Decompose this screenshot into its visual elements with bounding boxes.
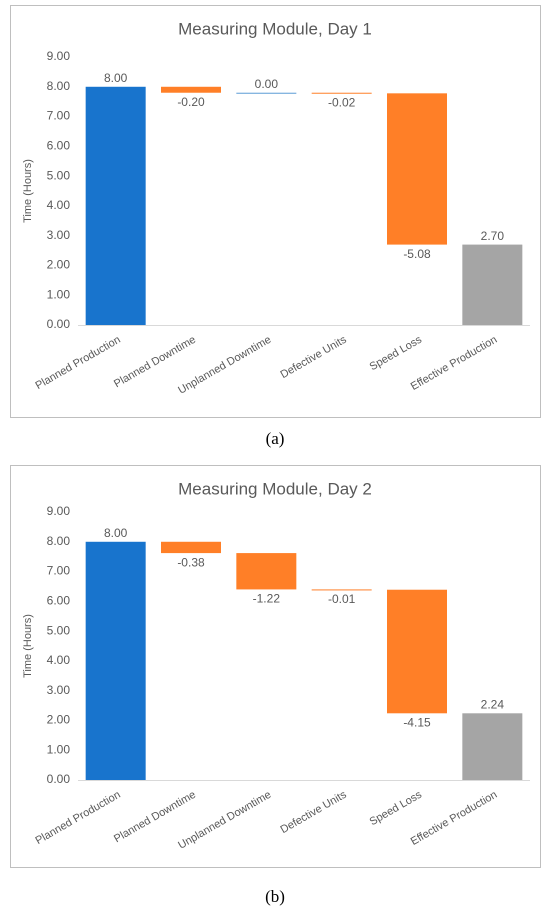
data-label: -0.38	[177, 555, 205, 569]
panel-border	[10, 5, 541, 418]
data-label: -1.22	[253, 592, 281, 606]
y-tick-label: 1.00	[47, 742, 71, 756]
caption: (b)	[265, 887, 285, 906]
data-label: 8.00	[104, 526, 128, 540]
y-tick-label: 4.00	[47, 653, 71, 667]
bar	[161, 86, 221, 93]
bar	[85, 541, 146, 780]
data-label: 8.00	[104, 71, 128, 85]
data-label: 0.00	[255, 77, 279, 91]
y-tick-label: 8.00	[47, 534, 71, 548]
y-tick-label: 5.00	[47, 168, 71, 182]
bar	[85, 86, 146, 326]
data-label: -0.02	[328, 96, 356, 110]
x-tick-label: Defective Units	[279, 333, 349, 381]
y-tick-label: 2.00	[47, 713, 71, 727]
y-axis-label: Time (Hours)	[22, 159, 34, 223]
data-label: -0.20	[177, 95, 205, 109]
y-tick-label: 7.00	[47, 109, 71, 123]
x-tick-label: Planned Production	[33, 789, 122, 847]
y-tick-label: 9.00	[47, 504, 71, 518]
bar	[161, 541, 221, 554]
caption: (a)	[266, 429, 285, 448]
y-tick-label: 1.00	[47, 287, 71, 301]
y-tick-label: 5.00	[47, 623, 71, 637]
data-label: -5.08	[403, 247, 431, 261]
bar	[236, 553, 297, 590]
data-label: 2.70	[481, 229, 505, 243]
bar	[311, 92, 372, 94]
chart-title: Measuring Module, Day 1	[178, 19, 372, 38]
chart-title: Measuring Module, Day 2	[178, 479, 372, 498]
data-label: 2.24	[481, 697, 505, 711]
bar	[311, 589, 372, 591]
y-tick-label: 2.00	[47, 258, 71, 272]
bar	[462, 244, 523, 325]
y-tick-label: 0.00	[47, 772, 71, 786]
panel-border	[10, 465, 541, 868]
y-tick-label: 3.00	[47, 683, 71, 697]
x-tick-label: Defective Units	[279, 788, 349, 836]
y-tick-label: 4.00	[47, 198, 71, 212]
y-tick-label: 8.00	[47, 79, 71, 93]
x-tick-label: Speed Loss	[368, 788, 425, 828]
y-tick-label: 3.00	[47, 228, 71, 242]
y-tick-label: 6.00	[47, 594, 71, 608]
bar	[236, 92, 297, 94]
y-tick-label: 7.00	[47, 564, 71, 578]
x-tick-label: Planned Production	[33, 334, 122, 392]
y-tick-label: 0.00	[47, 317, 71, 331]
bar	[387, 589, 447, 714]
data-label: -0.01	[328, 592, 356, 606]
y-tick-label: 6.00	[47, 139, 71, 153]
x-tick-label: Speed Loss	[368, 333, 425, 373]
y-axis-label: Time (Hours)	[22, 614, 34, 678]
data-label: -4.15	[403, 715, 431, 729]
bar	[462, 713, 523, 780]
y-tick-label: 9.00	[47, 49, 71, 63]
bar	[387, 93, 447, 245]
